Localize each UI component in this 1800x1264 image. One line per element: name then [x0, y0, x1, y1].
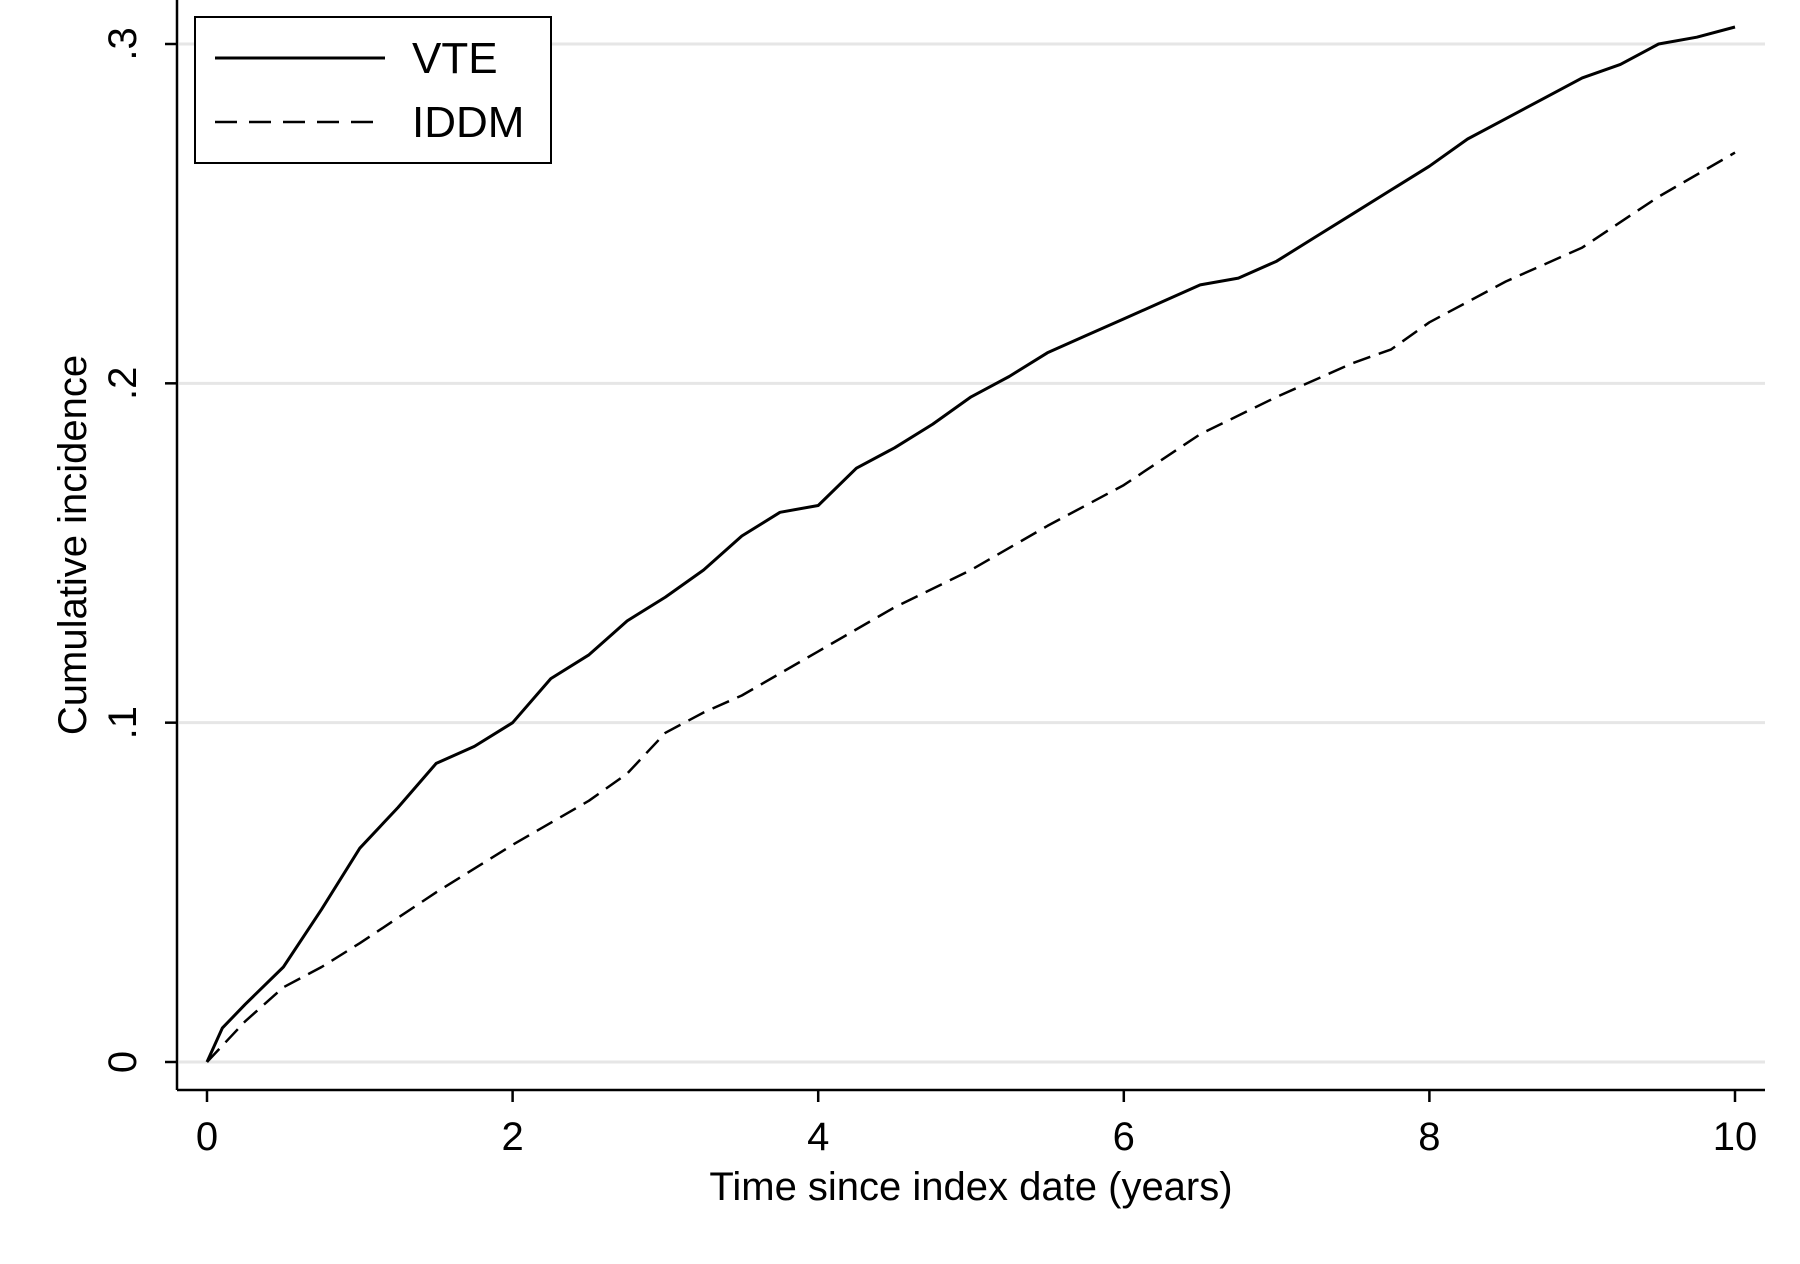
axis-ticks: 0 .1 .2 .3 0 2 4 6 8 10 — [101, 27, 1757, 1159]
x-axis-title: Time since index date (years) — [709, 1165, 1232, 1209]
y-tick-label: 0 — [101, 1051, 145, 1073]
x-tick-label: 10 — [1713, 1115, 1758, 1159]
x-tick-label: 4 — [807, 1115, 829, 1159]
legend: VTE IDDM — [194, 16, 552, 164]
y-tick-label: .3 — [101, 27, 145, 60]
legend-label-iddm: IDDM — [412, 98, 524, 147]
series-line-iddm — [206, 151, 1736, 1063]
x-tick-label: 6 — [1113, 1115, 1135, 1159]
y-axis-title: Cumulative incidence — [51, 355, 95, 735]
legend-label-vte: VTE — [412, 34, 498, 83]
series-line-vte — [205, 25, 1736, 1063]
series-lines — [205, 25, 1736, 1063]
y-tick-label: .1 — [101, 706, 145, 739]
x-tick-label: 0 — [196, 1115, 218, 1159]
legend-box — [194, 16, 552, 164]
x-tick-label: 2 — [501, 1115, 523, 1159]
x-tick-label: 8 — [1418, 1115, 1440, 1159]
y-tick-label: .2 — [101, 367, 145, 400]
axes — [175, 0, 1765, 1092]
